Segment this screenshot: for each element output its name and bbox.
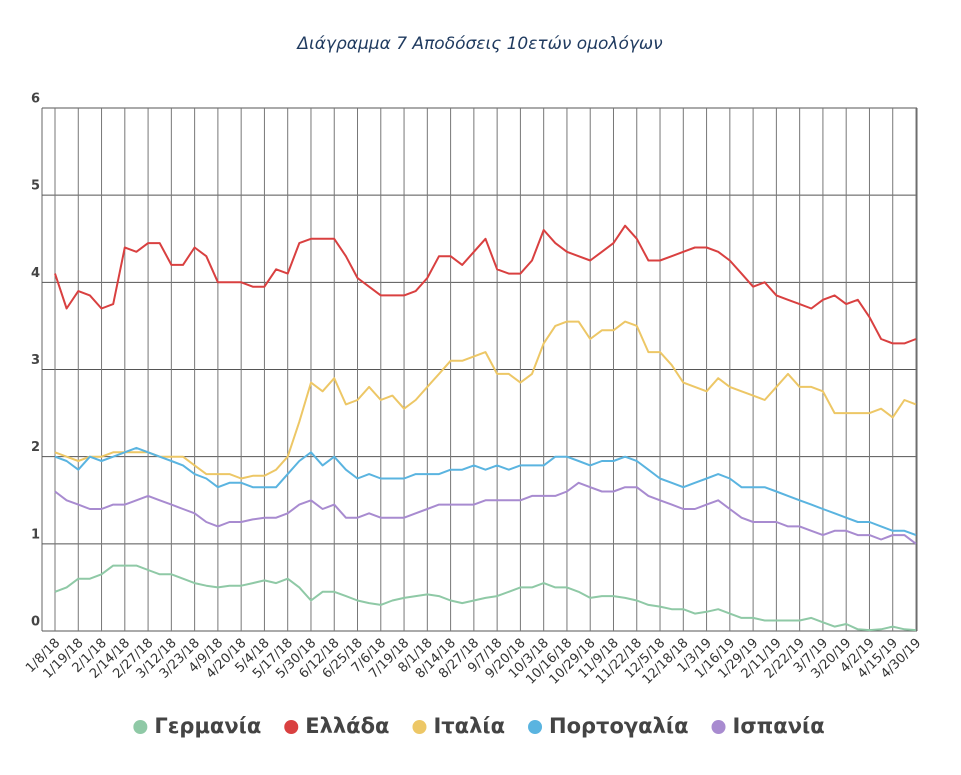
legend-marker [711, 720, 726, 734]
y-tick-label: 5 [31, 179, 40, 194]
line-series [54, 564, 917, 632]
line-series [54, 446, 917, 537]
line-series [54, 224, 917, 345]
y-tick-label: 2 [31, 440, 40, 455]
chart-title: Διάγραμμα 7 Αποδόσεις 10ετών ομολόγων [295, 34, 663, 54]
y-tick-label: 3 [31, 353, 40, 368]
y-tick-label: 6 [31, 92, 40, 107]
y-tick-label: 1 [31, 527, 40, 542]
line-series [54, 320, 917, 480]
line-series [54, 481, 917, 545]
legend-marker [133, 720, 148, 734]
legend-label: Ισπανία [733, 714, 825, 738]
legend-marker [284, 720, 299, 734]
legend-label: Πορτογαλία [549, 714, 689, 738]
y-tick-label: 0 [31, 615, 40, 630]
legend-label: Γερμανία [154, 714, 261, 738]
legend-marker [528, 720, 543, 734]
y-tick-label: 4 [31, 266, 40, 281]
legend-label: Ελλάδα [305, 714, 389, 738]
legend-label: Ιταλία [433, 714, 505, 738]
legend-marker [412, 720, 427, 734]
